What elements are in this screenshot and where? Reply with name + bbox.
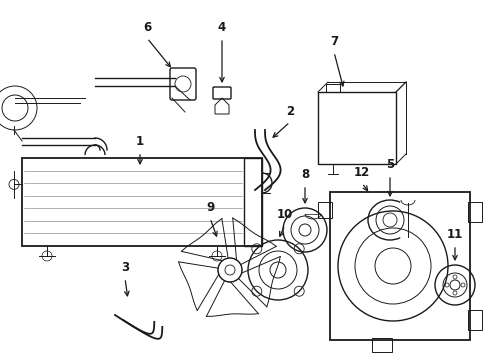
Bar (468, 310, 482, 330)
Text: 10: 10 (277, 208, 293, 221)
Text: 9: 9 (206, 201, 214, 214)
Text: 1: 1 (136, 135, 144, 148)
Text: 8: 8 (301, 168, 309, 181)
Bar (22, 158, 262, 246)
Text: 7: 7 (330, 35, 338, 48)
FancyBboxPatch shape (213, 87, 231, 99)
Bar (318, 202, 332, 218)
Text: 12: 12 (354, 166, 370, 179)
Bar (372, 338, 392, 352)
Text: 4: 4 (218, 21, 226, 34)
Text: 5: 5 (386, 158, 394, 171)
Text: 6: 6 (143, 21, 151, 34)
Bar (330, 192, 470, 340)
Bar (244, 158, 262, 246)
Text: 2: 2 (286, 105, 294, 118)
Text: 3: 3 (121, 261, 129, 274)
Bar (326, 84, 340, 92)
Bar (468, 202, 482, 222)
Text: 11: 11 (447, 228, 463, 241)
Bar (318, 92, 396, 164)
